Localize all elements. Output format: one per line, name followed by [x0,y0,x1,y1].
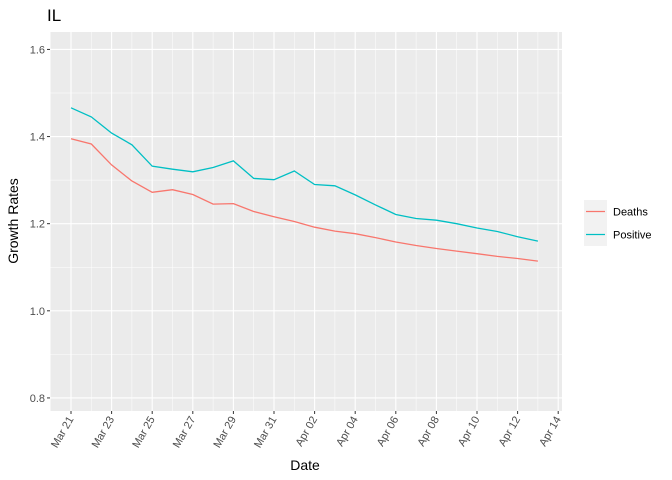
x-tick-label: Apr 14 [537,415,564,449]
series-lines [70,107,539,262]
x-tick-label: Apr 04 [334,415,361,449]
x-tick-label: Mar 29 [211,415,239,451]
y-tick-label: 1.6 [30,44,45,56]
series-line-deaths [70,138,538,262]
x-tick-label: Mar 27 [171,415,199,451]
x-tick-label: Apr 10 [456,415,483,449]
legend: Deaths Positive [584,200,652,246]
y-tick-label: 1.0 [30,306,45,318]
x-tick-label: Apr 02 [294,415,321,449]
y-tick-label: 1.2 [30,219,45,231]
series-line-positive [70,107,539,242]
x-tick-label: Apr 12 [497,415,524,449]
x-tick-label: Mar 31 [252,415,280,451]
y-axis-title: Growth Rates [5,178,21,264]
legend-label-deaths: Deaths [613,207,648,219]
y-tick-label: 1.4 [30,132,45,144]
x-tick-label: Apr 06 [375,415,402,449]
x-axis-title: Date [290,457,320,473]
x-axis: Mar 21 Mar 23 Mar 25 Mar 27 Mar 29 Mar 31 Apr … [49,411,564,450]
chart-title: IL [47,6,61,25]
legend-label-positive: Positive [613,230,652,242]
x-tick-label: Apr 08 [415,415,442,449]
major-gridlines [50,32,562,411]
x-tick-label: Mar 21 [49,415,77,451]
y-tick-label: 0.8 [30,393,45,405]
y-axis: 0.8 1.0 1.2 1.4 1.6 [30,44,50,405]
x-tick-label: Mar 23 [90,415,118,451]
x-tick-label: Mar 25 [130,415,158,451]
